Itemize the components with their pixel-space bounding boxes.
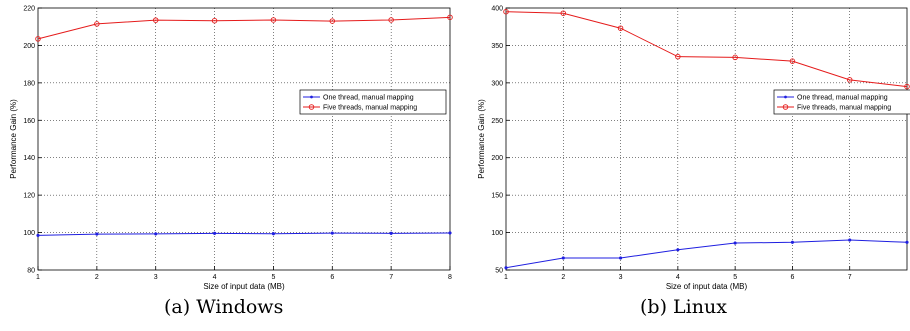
data-point	[503, 8, 509, 15]
windows-chart: 1 2 3 4 5 6 7 8 80 100 120 140 160 180 200 220 Size of i…	[9, 6, 453, 291]
x-tick-label: 4	[213, 274, 217, 281]
data-point	[270, 17, 277, 23]
data-point	[790, 240, 795, 244]
data-point	[447, 14, 453, 21]
legend-label: Five threads, manual mapping	[323, 105, 417, 112]
data-point	[212, 231, 217, 235]
x-tick-label: 2	[561, 274, 565, 281]
data-point	[846, 77, 853, 83]
y-tick-label: 100	[491, 230, 503, 237]
data-point	[271, 232, 276, 236]
data-point	[330, 231, 334, 235]
data-point	[561, 256, 565, 260]
y-tick-label: 120	[23, 193, 35, 200]
data-point	[329, 18, 336, 24]
series-line	[37, 16, 451, 40]
legend-marker	[782, 104, 789, 110]
legend: One thread, manual mapping Five threads, …	[299, 89, 447, 115]
legend-marker	[308, 104, 315, 110]
series-five-threads	[35, 14, 453, 42]
y-tick-label: 180	[23, 80, 35, 87]
x-tick-label: 7	[389, 274, 393, 281]
data-point	[154, 232, 158, 236]
y-tick-label: 200	[23, 43, 35, 50]
x-tick-label: 2	[95, 274, 99, 281]
x-tick-label: 1	[504, 274, 508, 281]
y-tick-label: 350	[491, 43, 503, 50]
y-tick-label: 400	[491, 6, 503, 13]
data-point	[388, 17, 394, 23]
y-axis-label: Performance Gain (%)	[477, 99, 486, 179]
data-point	[848, 238, 852, 242]
y-tick-label: 140	[23, 155, 35, 162]
data-point	[904, 83, 910, 90]
data-point	[675, 53, 681, 60]
data-point	[732, 54, 738, 61]
y-tick-label: 80	[27, 268, 35, 275]
x-tick-label: 1	[36, 274, 40, 281]
y-tick-label: 300	[491, 80, 503, 87]
data-point	[733, 241, 737, 245]
series-line	[505, 11, 908, 88]
legend-box	[773, 89, 910, 115]
legend-box	[299, 89, 447, 115]
data-point	[504, 266, 508, 270]
series-five-threads	[503, 8, 910, 90]
series-line	[505, 239, 908, 269]
plot-frame	[37, 7, 451, 271]
data-point	[617, 25, 624, 31]
grid	[38, 8, 450, 270]
x-tick-label: 8	[448, 274, 452, 281]
legend-marker	[310, 95, 313, 99]
data-point	[560, 10, 567, 16]
data-point	[789, 58, 796, 64]
x-tick-label: 3	[154, 274, 158, 281]
legend-label: One thread, manual mapping	[323, 95, 414, 102]
data-point	[389, 231, 393, 235]
series-one-thread	[36, 231, 452, 238]
data-point	[36, 233, 40, 238]
caption-linux: (b) Linux	[640, 296, 727, 318]
legend-label: Five threads, manual mapping	[797, 105, 891, 112]
y-tick-label: 200	[491, 155, 503, 162]
series-one-thread	[504, 238, 909, 270]
x-tick-label: 7	[848, 274, 852, 281]
y-tick-label: 250	[491, 118, 503, 125]
y-tick-label: 160	[23, 118, 35, 125]
x-tick-label: 6	[330, 274, 334, 281]
x-tick-label: 5	[733, 274, 737, 281]
legend-marker	[784, 95, 787, 99]
y-tick-label: 100	[23, 230, 35, 237]
legend: One thread, manual mapping Five threads, …	[773, 89, 910, 115]
data-point	[618, 256, 623, 260]
y-tick-label: 50	[495, 268, 503, 275]
plot-frame	[505, 7, 908, 271]
x-tick-label: 4	[676, 274, 680, 281]
y-tick-label: 220	[23, 6, 35, 13]
legend-label: One thread, manual mapping	[797, 95, 888, 102]
data-point	[905, 240, 909, 244]
data-point	[676, 248, 680, 252]
x-tick-label: 5	[271, 274, 275, 281]
data-point	[95, 232, 99, 236]
y-tick-label: 150	[491, 193, 503, 200]
x-axis-label: Size of input data (MB)	[666, 282, 748, 291]
y-axis-label: Performance Gain (%)	[9, 99, 18, 179]
data-point	[448, 231, 452, 235]
x-tick-label: 3	[619, 274, 623, 281]
data-point	[35, 36, 41, 42]
caption-windows: (a) Windows	[164, 296, 284, 318]
data-point	[94, 21, 100, 27]
x-tick-label: 6	[790, 274, 794, 281]
x-axis-label: Size of input data (MB)	[203, 282, 285, 291]
data-point	[152, 17, 159, 23]
linux-chart: 1 2 3 4 5 6 7 50 100 150 200 250 300 350 400 Size of in…	[477, 6, 910, 291]
data-point	[211, 17, 218, 24]
series-line	[37, 232, 451, 236]
grid	[506, 8, 907, 270]
